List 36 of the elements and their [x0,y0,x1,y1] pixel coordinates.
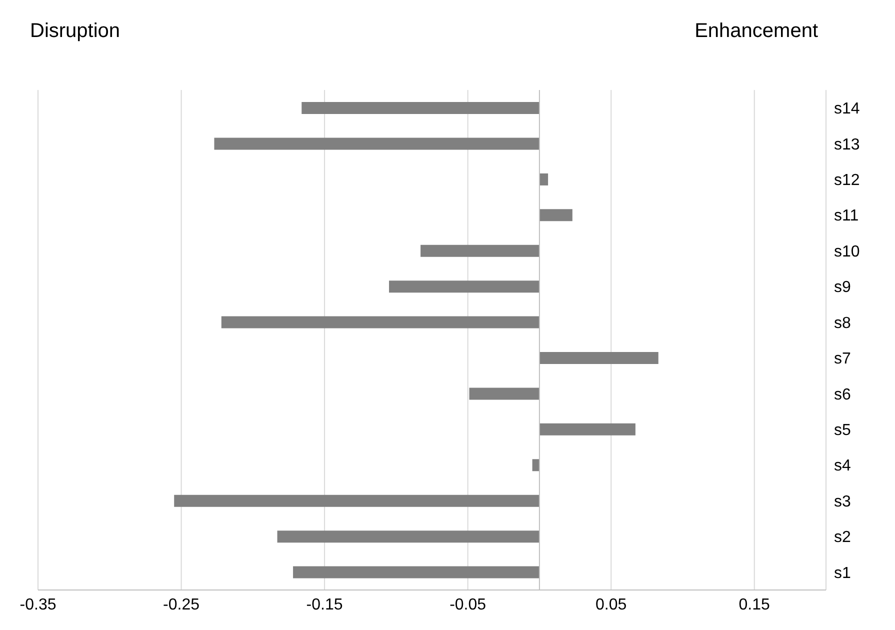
bar [214,138,540,150]
y-tick-label: s5 [834,422,851,439]
text: Disruption [30,20,120,43]
y-tick-label: s1 [834,564,851,582]
x-tick-label: -0.15 [306,596,343,614]
y-tick-label: s6 [834,386,851,404]
bar [532,459,540,472]
bar [302,102,540,114]
y-tick-label: s14 [834,100,860,118]
y-tick-label: s9 [834,279,851,296]
x-tick-label: -0.25 [163,596,200,614]
y-tick-label: s10 [834,243,860,260]
y-tick-label: s12 [834,172,860,189]
y-tick-label: s7 [834,350,851,368]
bar [277,530,540,543]
bar [420,244,540,257]
bar [293,566,540,578]
bar [539,173,548,186]
x-tick-label: 0.05 [596,596,627,614]
x-tick-label: -0.05 [450,596,486,614]
bar [221,316,540,328]
y-tick-label: s2 [834,529,851,546]
y-tick-label: s11 [834,208,859,225]
text: Enhancement [694,20,818,43]
y-tick-label: s13 [834,136,860,154]
bar [469,388,540,400]
bar [539,209,572,222]
bar [539,352,658,364]
x-tick-label: -0.35 [20,596,56,614]
bar [539,423,636,436]
y-tick-label: s3 [834,493,851,510]
bar [389,280,540,293]
x-tick-label: 0.15 [738,596,770,614]
y-tick-label: s8 [834,314,851,332]
bar [174,494,540,507]
y-tick-label: s4 [834,458,851,475]
